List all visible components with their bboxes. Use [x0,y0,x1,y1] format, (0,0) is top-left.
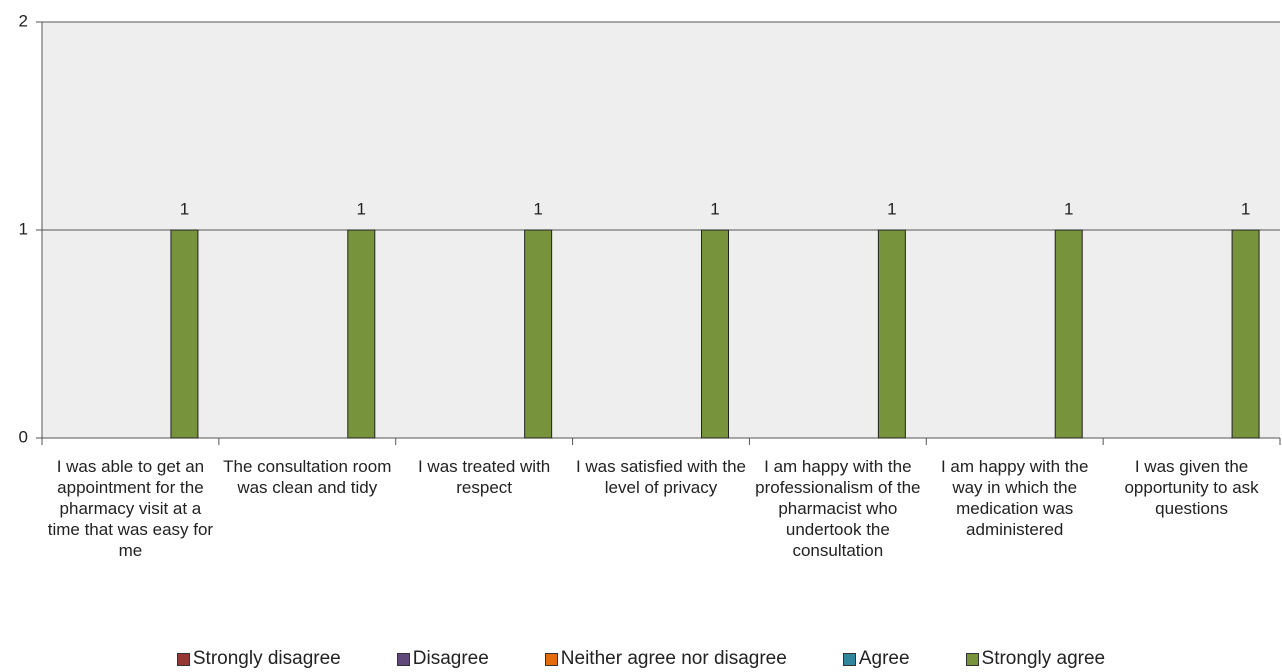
bar [347,229,376,439]
bar [1231,229,1260,439]
legend-item: Neither agree nor disagree [544,648,787,670]
legend-label: Neither agree nor disagree [560,648,787,669]
legend-label: Agree [858,648,910,669]
x-tick-label: I was treated with respect [417,457,551,497]
legend-label: Strongly agree [981,648,1106,669]
legend-swatch [176,652,190,666]
x-tick-label: I was given the opportunity to ask quest… [1124,457,1259,518]
bar [170,229,199,439]
legend-swatch [396,652,410,666]
chart: 0 1 2 1 1 1 1 1 1 1 [19,11,1281,446]
x-tick-label: I am happy with the professionalism of t… [755,457,921,560]
data-label: 1 [180,199,189,218]
x-tick-label: I am happy with the way in which the med… [940,457,1089,539]
bar [877,229,906,439]
legend-label: Disagree [412,648,489,669]
legend-item: Strongly agree [965,648,1106,670]
y-tick-label: 1 [19,219,28,238]
legend-swatch [544,652,558,666]
data-label: 1 [1241,199,1250,218]
x-tick-label: I was satisfied with the level of privac… [575,457,747,497]
data-label: 1 [533,199,542,218]
legend-item: Agree [842,648,910,670]
x-tick-label: The consultation room was clean and tidy [223,457,392,497]
legend: Strongly disagree Disagree Neither agree n… [0,648,1282,670]
data-label: 1 [1064,199,1073,218]
legend-swatch [842,652,856,666]
legend-item: Strongly disagree [176,648,341,670]
bar [1054,229,1083,439]
bar [701,229,729,439]
data-label: 1 [887,199,896,218]
data-label: 1 [710,199,719,218]
x-tick-label: I was able to get an appointment for the… [47,457,214,560]
y-tick-label: 0 [19,427,28,446]
data-label: 1 [357,199,366,218]
legend-swatch [965,652,979,666]
y-tick-label: 2 [19,11,28,30]
bar [524,229,553,439]
legend-item: Disagree [396,648,489,670]
legend-label: Strongly disagree [192,648,341,669]
